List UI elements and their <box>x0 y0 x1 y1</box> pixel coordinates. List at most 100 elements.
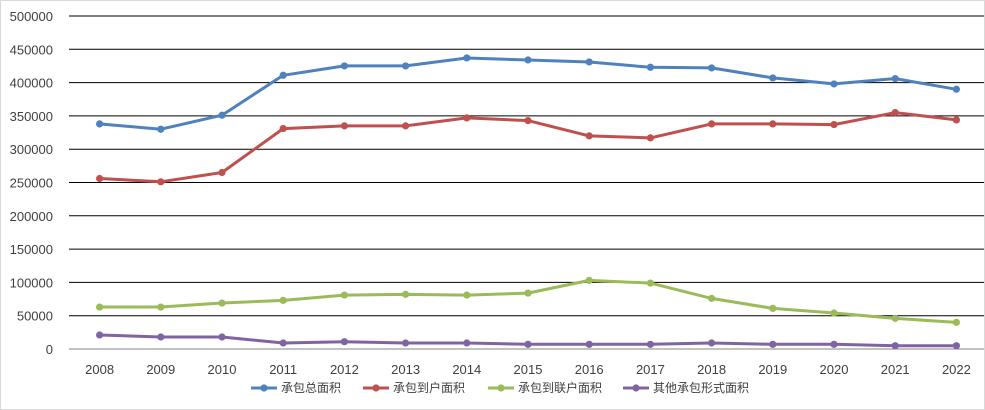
legend-swatch-marker <box>497 384 505 392</box>
data-point <box>402 339 410 347</box>
data-point <box>891 314 899 322</box>
data-point <box>769 74 777 82</box>
legend-label: 承包到户面积 <box>393 380 465 395</box>
y-tick-label: 250000 <box>10 176 53 191</box>
x-tick-label: 2020 <box>820 362 849 377</box>
data-point <box>585 132 593 140</box>
data-point <box>646 340 655 348</box>
data-point <box>585 276 593 285</box>
y-tick-label: 100000 <box>10 275 53 290</box>
data-point <box>340 122 348 130</box>
data-point <box>708 294 716 302</box>
data-point <box>524 116 532 125</box>
data-point <box>891 108 899 117</box>
data-point <box>279 339 287 347</box>
x-tick-label: 2018 <box>697 362 726 377</box>
x-axis-ticks: 2008 2009 2010 2011 2012 2013 2014 2015 2016 2017… <box>85 362 971 377</box>
data-point <box>524 289 532 297</box>
x-tick-label: 2009 <box>146 362 175 377</box>
x-tick-label: 2014 <box>452 362 481 377</box>
data-point <box>218 299 226 307</box>
x-tick-label: 2013 <box>391 362 420 377</box>
data-point <box>830 120 838 129</box>
data-point <box>708 339 716 347</box>
data-point <box>463 54 471 62</box>
data-point <box>279 124 287 133</box>
x-tick-label: 2015 <box>514 362 543 377</box>
legend-label: 其他承包形式面积 <box>653 381 749 395</box>
data-point <box>463 114 471 122</box>
data-point <box>830 340 838 348</box>
legend-item: 承包到户面积 <box>363 380 465 395</box>
x-tick-label: 2016 <box>575 362 604 377</box>
data-point <box>585 58 593 66</box>
data-point <box>952 318 961 326</box>
y-axis-ticks: 0 50000 100000 150000 200000 250000 300000 3500… <box>10 9 53 357</box>
data-point <box>402 62 410 70</box>
data-point <box>952 85 961 93</box>
legend-item: 其他承包形式面积 <box>623 381 749 395</box>
data-point <box>96 331 104 339</box>
x-tick-label: 2017 <box>636 362 665 377</box>
y-tick-label: 350000 <box>10 109 53 124</box>
data-point <box>340 62 348 70</box>
series-4 <box>96 331 961 350</box>
data-point <box>96 174 104 183</box>
data-point <box>96 120 104 128</box>
x-tick-label: 2021 <box>881 362 910 377</box>
data-point <box>279 71 287 79</box>
data-point <box>96 303 104 311</box>
data-point <box>524 56 532 64</box>
data-point <box>646 134 655 142</box>
data-point <box>891 342 899 350</box>
data-point <box>708 64 716 72</box>
data-point <box>708 120 716 128</box>
x-tick-label: 2022 <box>942 362 971 377</box>
data-point <box>279 296 287 304</box>
y-tick-label: 200000 <box>10 209 53 224</box>
y-tick-label: 400000 <box>10 76 53 91</box>
legend-swatch-marker <box>260 384 268 392</box>
y-tick-label: 500000 <box>10 9 53 24</box>
data-point <box>891 75 899 83</box>
data-point <box>769 340 777 348</box>
data-point <box>218 333 226 341</box>
data-point <box>340 338 348 346</box>
y-tick-label: 450000 <box>10 42 53 57</box>
legend-item: 承包总面积 <box>251 381 341 395</box>
data-point <box>218 168 226 177</box>
x-tick-label: 2019 <box>758 362 787 377</box>
data-point <box>218 111 226 119</box>
data-point <box>769 304 777 312</box>
x-tick-label: 2008 <box>85 362 114 377</box>
x-tick-label: 2010 <box>208 362 237 377</box>
legend-item: 承包到联户面积 <box>488 380 602 395</box>
y-tick-label: 50000 <box>17 309 53 324</box>
data-point <box>769 120 777 128</box>
data-point <box>952 342 961 350</box>
data-point <box>952 116 961 124</box>
legend-label: 承包到联户面积 <box>518 380 602 395</box>
legend-swatch-marker <box>372 384 380 392</box>
x-tick-label: 2011 <box>269 362 297 377</box>
data-point <box>157 125 165 133</box>
legend-label: 承包总面积 <box>281 381 341 395</box>
y-tick-label: 0 <box>46 342 53 357</box>
data-point <box>402 122 410 130</box>
series-3 <box>96 276 961 326</box>
data-point <box>646 279 655 287</box>
series-1 <box>96 54 961 133</box>
gridlines <box>69 15 984 350</box>
y-tick-label: 300000 <box>10 142 53 157</box>
data-point <box>157 178 165 186</box>
data-point <box>585 340 593 348</box>
data-point <box>524 340 532 348</box>
legend-swatch-marker <box>632 384 640 392</box>
data-point <box>463 291 471 299</box>
y-tick-label: 150000 <box>10 242 53 257</box>
legend: 承包总面积 承包到户面积 承包到联户面积 其他承包形式面积 <box>251 380 749 395</box>
data-point <box>157 303 165 311</box>
x-tick-label: 2012 <box>330 362 359 377</box>
